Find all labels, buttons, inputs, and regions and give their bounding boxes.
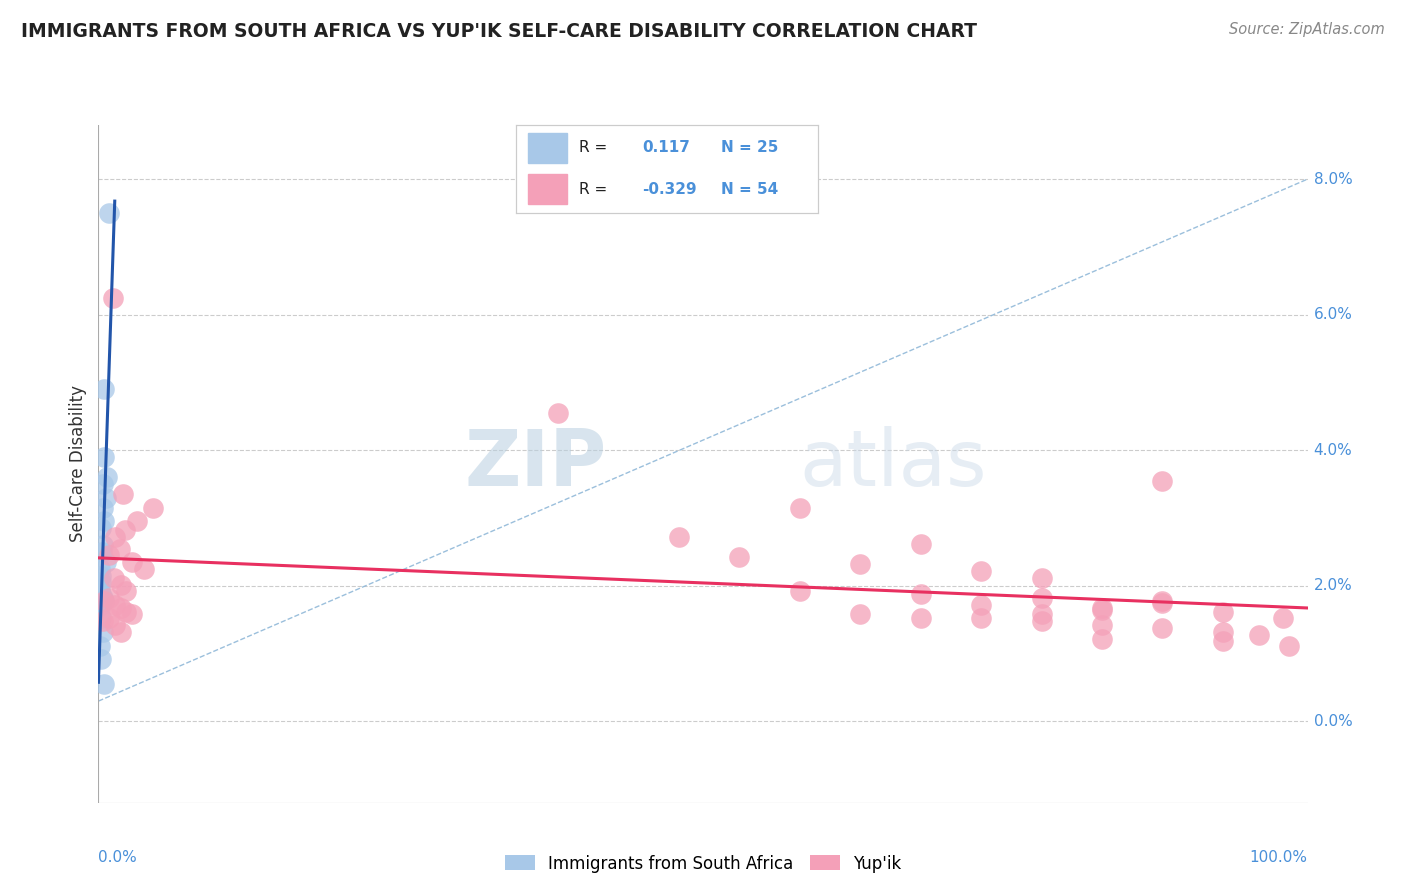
Point [93, 382, 115, 396]
Point [849, 607, 872, 622]
Point [89, 639, 111, 653]
Point [1278, 639, 1301, 653]
Point [90, 598, 112, 612]
Point [96, 470, 118, 484]
Point [108, 541, 131, 556]
Point [91, 545, 114, 559]
Point [1091, 602, 1114, 616]
Point [1091, 632, 1114, 646]
Point [91, 477, 114, 491]
Point [89, 562, 111, 576]
Point [93, 450, 115, 464]
Point [98, 206, 121, 220]
Text: 0.0%: 0.0% [98, 850, 138, 865]
Point [94, 555, 117, 569]
Point [1091, 600, 1114, 615]
Point [90, 575, 112, 590]
Point [1272, 611, 1295, 625]
Point [1212, 605, 1234, 619]
Legend: Immigrants from South Africa, Yup'ik: Immigrants from South Africa, Yup'ik [498, 848, 908, 880]
Point [90, 587, 112, 601]
Point [115, 584, 138, 599]
Y-axis label: Self-Care Disability: Self-Care Disability [69, 385, 87, 542]
Point [93, 594, 115, 608]
Point [910, 587, 932, 601]
Point [103, 571, 125, 585]
Point [104, 530, 127, 544]
Point [104, 598, 127, 612]
Point [98, 611, 121, 625]
Text: 4.0%: 4.0% [1313, 442, 1353, 458]
Text: IMMIGRANTS FROM SOUTH AFRICA VS YUP'IK SELF-CARE DISABILITY CORRELATION CHART: IMMIGRANTS FROM SOUTH AFRICA VS YUP'IK S… [21, 22, 977, 41]
Point [91, 624, 114, 639]
Point [668, 530, 690, 544]
Point [142, 500, 165, 515]
Point [127, 515, 149, 529]
Point [90, 568, 112, 582]
Point [94, 491, 117, 505]
Point [90, 611, 112, 625]
Point [849, 557, 872, 571]
Point [93, 515, 115, 529]
Point [1152, 474, 1174, 488]
Point [91, 591, 114, 605]
Point [114, 523, 136, 537]
Point [1152, 594, 1174, 608]
Point [91, 500, 114, 515]
Point [121, 607, 143, 622]
Point [93, 677, 115, 691]
Point [1091, 618, 1114, 632]
Text: ZIP: ZIP [464, 425, 606, 502]
Point [110, 577, 132, 591]
Point [789, 500, 811, 515]
Point [90, 652, 112, 666]
Point [98, 549, 121, 563]
Text: Source: ZipAtlas.com: Source: ZipAtlas.com [1229, 22, 1385, 37]
Point [90, 521, 112, 535]
Point [789, 584, 811, 599]
Point [101, 291, 124, 305]
Point [970, 598, 993, 612]
Point [115, 605, 138, 619]
Text: atlas: atlas [800, 425, 987, 502]
Point [91, 538, 114, 552]
Point [89, 582, 111, 597]
Point [970, 611, 993, 625]
Point [910, 611, 932, 625]
Point [93, 594, 115, 608]
Point [110, 624, 132, 639]
Point [1031, 614, 1053, 628]
Point [1031, 571, 1053, 585]
Point [1249, 628, 1271, 642]
Point [970, 564, 993, 578]
Point [1212, 624, 1234, 639]
Point [1031, 607, 1053, 622]
Point [1152, 596, 1174, 610]
Point [110, 600, 132, 615]
Point [728, 550, 751, 565]
Point [1152, 621, 1174, 635]
Text: 8.0%: 8.0% [1313, 171, 1353, 186]
Point [121, 555, 143, 569]
Point [93, 614, 115, 628]
Point [1031, 591, 1053, 605]
Point [1212, 634, 1234, 648]
Text: 6.0%: 6.0% [1313, 307, 1353, 322]
Point [97, 591, 120, 605]
Point [104, 618, 127, 632]
Point [910, 537, 932, 551]
Point [134, 562, 156, 576]
Text: 2.0%: 2.0% [1313, 578, 1353, 593]
Text: 100.0%: 100.0% [1250, 850, 1308, 865]
Point [111, 487, 134, 501]
Text: 0.0%: 0.0% [1313, 714, 1353, 729]
Point [547, 406, 569, 420]
